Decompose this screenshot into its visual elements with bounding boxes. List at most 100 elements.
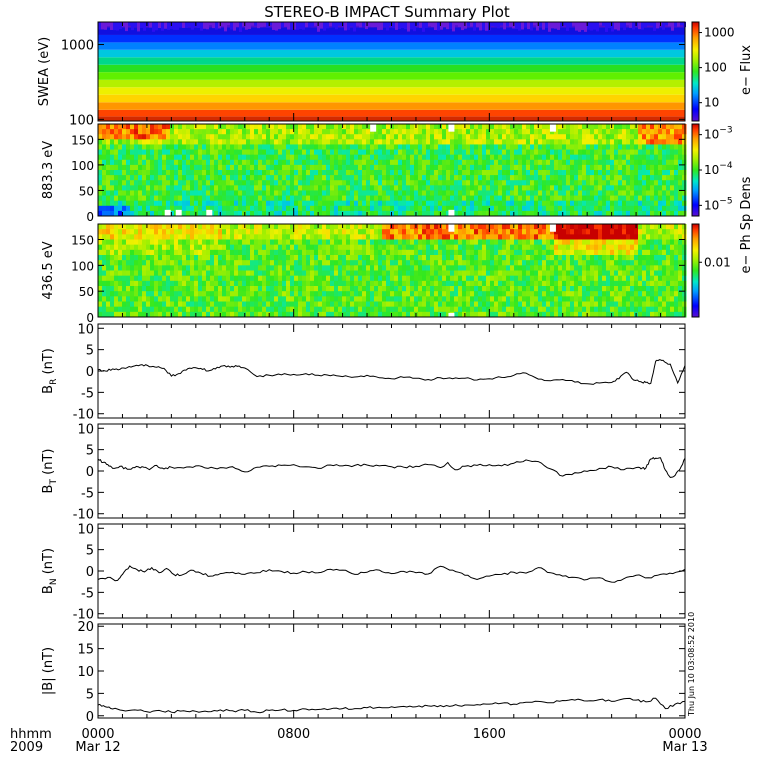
heatmap-cell bbox=[274, 124, 279, 130]
heatmap-cell bbox=[270, 224, 275, 230]
heatmap-cell bbox=[478, 234, 483, 240]
heatmap-cell bbox=[622, 210, 627, 217]
heatmap-cell bbox=[450, 234, 455, 240]
heatmap-cell bbox=[130, 164, 135, 171]
heatmap-cell bbox=[378, 286, 383, 292]
heatmap-cell bbox=[514, 190, 519, 197]
heatmap-cell bbox=[398, 205, 403, 212]
heatmap-cell bbox=[674, 154, 679, 161]
heatmap-cell bbox=[674, 185, 679, 191]
heatmap-cell bbox=[106, 239, 111, 246]
heatmap-cell bbox=[486, 311, 491, 318]
heatmap-cell bbox=[118, 180, 123, 186]
heatmap-cell bbox=[182, 286, 187, 292]
heatmap-cell bbox=[510, 280, 515, 287]
heatmap-cell bbox=[282, 286, 287, 292]
heatmap-cell bbox=[106, 255, 111, 261]
heatmap-cell bbox=[210, 164, 215, 171]
heatmap-cell bbox=[622, 159, 627, 166]
heatmap-cell bbox=[586, 134, 591, 140]
heatmap-cell bbox=[650, 149, 655, 156]
texture bbox=[359, 22, 362, 28]
heatmap-cell bbox=[490, 255, 495, 261]
heatmap-cell bbox=[230, 195, 235, 202]
heatmap-cell bbox=[230, 159, 235, 166]
heatmap-cell bbox=[566, 164, 571, 171]
heatmap-cell bbox=[574, 170, 579, 176]
heatmap-cell bbox=[138, 164, 143, 171]
texture bbox=[467, 22, 470, 27]
heatmap-cell bbox=[558, 144, 563, 151]
heatmap-cell bbox=[202, 210, 207, 217]
heatmap-cell bbox=[146, 134, 151, 140]
heatmap-cell bbox=[234, 286, 239, 292]
heatmap-cell bbox=[550, 170, 555, 176]
heatmap-cell bbox=[262, 144, 267, 151]
heatmap-cell bbox=[458, 124, 463, 130]
heatmap-cell bbox=[562, 139, 567, 145]
heatmap-cell bbox=[510, 175, 515, 181]
heatmap-cell bbox=[590, 149, 595, 156]
heatmap-cell bbox=[486, 296, 491, 302]
heatmap-cell bbox=[294, 265, 299, 271]
heatmap-cell bbox=[462, 195, 467, 202]
heatmap-cell bbox=[246, 175, 251, 181]
heatmap-cell bbox=[330, 154, 335, 161]
heatmap-cell bbox=[318, 124, 323, 130]
heatmap-cell bbox=[398, 296, 403, 302]
heatmap-cell bbox=[462, 291, 467, 297]
heatmap-cell bbox=[374, 164, 379, 171]
heatmap-cell bbox=[178, 170, 183, 176]
heatmap-cell bbox=[502, 244, 507, 251]
heatmap-cell bbox=[122, 275, 127, 282]
heatmap-cell bbox=[146, 195, 151, 202]
heatmap-cell bbox=[306, 301, 311, 308]
heatmap-cell bbox=[510, 170, 515, 176]
heatmap-cell bbox=[470, 195, 475, 202]
heatmap-cell bbox=[486, 244, 491, 251]
heatmap-cell bbox=[110, 175, 115, 181]
heatmap-cell bbox=[486, 124, 491, 130]
heatmap-cell bbox=[526, 239, 531, 246]
heatmap-cell bbox=[210, 301, 215, 308]
heatmap-cell bbox=[222, 270, 227, 277]
heatmap-cell bbox=[298, 224, 303, 230]
texture bbox=[455, 22, 458, 26]
heatmap-cell bbox=[170, 210, 175, 217]
heatmap-cell bbox=[326, 190, 331, 197]
heatmap-cell bbox=[438, 154, 443, 161]
heatmap-cell bbox=[466, 200, 471, 207]
heatmap-cell bbox=[490, 296, 495, 302]
heatmap-cell bbox=[162, 170, 167, 176]
heatmap-cell bbox=[126, 311, 131, 318]
heatmap-cell bbox=[314, 170, 319, 176]
heatmap-cell bbox=[506, 244, 511, 251]
heatmap-cell bbox=[434, 134, 439, 140]
heatmap-cell bbox=[506, 144, 511, 151]
heatmap-cell bbox=[526, 170, 531, 176]
heatmap-cell bbox=[286, 275, 291, 282]
heatmap-cell bbox=[102, 265, 107, 271]
heatmap-cell bbox=[342, 234, 347, 240]
heatmap-cell bbox=[506, 124, 511, 130]
heatmap-cell bbox=[570, 170, 575, 176]
heatmap-cell bbox=[106, 311, 111, 318]
heatmap-cell bbox=[430, 229, 435, 235]
heatmap-cell bbox=[478, 224, 483, 230]
heatmap-cell bbox=[214, 129, 219, 135]
heatmap-cell bbox=[146, 286, 151, 292]
heatmap-cell bbox=[586, 149, 591, 156]
texture bbox=[431, 22, 434, 28]
heatmap-cell bbox=[278, 190, 283, 197]
heatmap-cell bbox=[134, 301, 139, 308]
heatmap-cell bbox=[626, 139, 631, 145]
heatmap-cell bbox=[542, 200, 547, 207]
heatmap-cell bbox=[210, 260, 215, 266]
heatmap-cell bbox=[538, 149, 543, 156]
heatmap-cell bbox=[346, 124, 351, 130]
heatmap-cell bbox=[162, 175, 167, 181]
heatmap-cell bbox=[498, 280, 503, 287]
heatmap-cell bbox=[286, 144, 291, 151]
heatmap-cell bbox=[202, 311, 207, 318]
heatmap-cell bbox=[418, 244, 423, 251]
